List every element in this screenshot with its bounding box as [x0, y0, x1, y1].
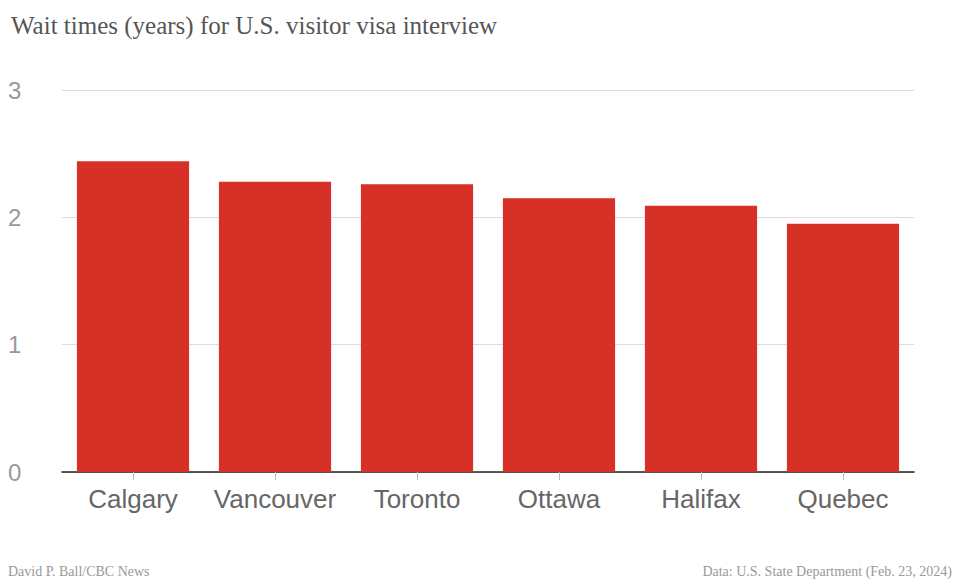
svg-text:Data: U.S. State Department (F: Data: U.S. State Department (Feb. 23, 20…	[702, 564, 952, 580]
svg-text:1: 1	[8, 331, 21, 358]
svg-text:Ottawa: Ottawa	[518, 484, 601, 514]
svg-text:Calgary: Calgary	[88, 484, 178, 514]
svg-text:0: 0	[8, 459, 21, 486]
svg-text:Quebec: Quebec	[797, 484, 888, 514]
svg-text:3: 3	[8, 77, 21, 104]
svg-text:Toronto: Toronto	[374, 484, 461, 514]
svg-text:Halifax: Halifax	[661, 484, 740, 514]
svg-text:2: 2	[8, 204, 21, 231]
svg-text:Vancouver: Vancouver	[214, 484, 337, 514]
svg-text:David P. Ball/CBC News: David P. Ball/CBC News	[8, 564, 150, 579]
svg-text:Wait times (years) for U.S. vi: Wait times (years) for U.S. visitor visa…	[11, 12, 497, 40]
